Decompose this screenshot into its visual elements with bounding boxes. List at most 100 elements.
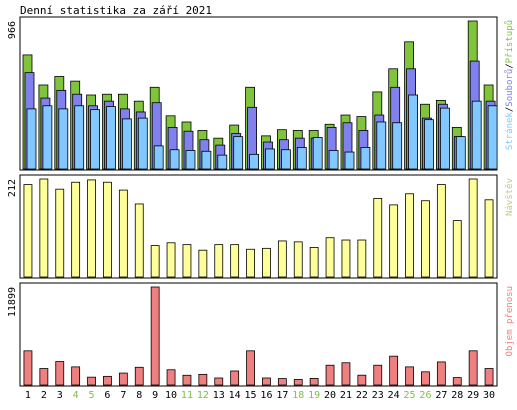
x-tick-label: 25 (404, 390, 416, 401)
legend-item: / (505, 107, 515, 112)
bar-visits-8 (134, 203, 144, 278)
bar-hits-13 (217, 154, 228, 170)
bar-volume-8 (134, 366, 144, 386)
x-tick-label: 23 (372, 390, 384, 401)
bar-visits-5 (87, 179, 96, 278)
chart-title: Denní statistika za září 2021 (20, 4, 212, 17)
bar-volume-24 (389, 355, 399, 386)
bar-visits-3 (55, 188, 65, 278)
y-max-label-visits: 212 (7, 179, 18, 197)
legend-visits: Návštěv (504, 178, 515, 216)
x-tick-label: 27 (435, 390, 447, 401)
bar-volume-30 (484, 368, 494, 386)
bar-hits-7 (122, 118, 132, 170)
bar-visits-10 (166, 242, 176, 278)
y-max-label-hits: 966 (7, 21, 18, 39)
legend-hits: Stránek/Souborů/Přístupů (504, 20, 515, 150)
bar-hits-21 (344, 151, 355, 170)
bar-hits-27 (439, 107, 450, 170)
x-tick-label: 15 (245, 390, 257, 401)
panel-frame-hits (19, 16, 498, 171)
bar-visits-24 (389, 204, 399, 278)
bar-hits-8 (137, 117, 148, 170)
bar-hits-6 (106, 106, 116, 170)
bar-visits-9 (150, 245, 160, 278)
x-tick-label: 6 (104, 390, 110, 401)
bar-hits-2 (42, 105, 53, 170)
x-tick-label: 3 (57, 390, 63, 401)
bar-volume-27 (436, 361, 446, 386)
y-max-label-volume: 11899 (7, 287, 18, 317)
bar-volume-4 (71, 366, 81, 386)
bar-volume-10 (166, 369, 176, 386)
bar-visits-13 (214, 244, 224, 278)
x-tick-label: 4 (73, 390, 79, 401)
bar-hits-19 (312, 136, 323, 170)
bar-hits-10 (169, 149, 180, 170)
bar-visits-22 (357, 239, 367, 278)
bar-hits-14 (233, 136, 244, 170)
x-tick-label: 8 (136, 390, 142, 401)
bar-hits-28 (455, 136, 466, 170)
bar-hits-22 (360, 147, 371, 170)
bar-volume-1 (23, 350, 33, 386)
bar-hits-30 (487, 105, 498, 170)
legend-item: / (505, 63, 515, 68)
bar-visits-18 (293, 241, 303, 278)
x-tick-label: 20 (324, 390, 336, 401)
bar-visits-30 (484, 199, 494, 278)
panel-visits: 212 Návštěv (7, 174, 515, 279)
bar-hits-11 (185, 150, 196, 170)
legend-item: Stránek (505, 112, 515, 151)
bar-hits-17 (280, 149, 291, 170)
x-tick-label: 29 (467, 390, 479, 401)
bar-visits-7 (118, 189, 128, 278)
bar-volume-16 (262, 377, 271, 386)
panel-frame-visits (19, 174, 498, 279)
bar-volume-13 (214, 377, 224, 386)
bar-visits-29 (468, 178, 478, 278)
bar-hits-18 (296, 147, 307, 170)
bar-visits-25 (405, 193, 414, 278)
x-tick-label: 14 (229, 390, 241, 401)
bar-hits-24 (392, 122, 403, 170)
bar-volume-15 (246, 350, 255, 386)
x-tick-label: 30 (483, 390, 495, 401)
bar-volume-21 (341, 362, 351, 386)
bar-volume-22 (357, 374, 367, 386)
x-tick-label: 24 (388, 390, 400, 401)
bar-hits-5 (90, 109, 100, 170)
bar-visits-4 (71, 181, 81, 278)
bar-volume-6 (103, 375, 112, 386)
x-tick-label: 10 (165, 390, 177, 401)
bar-hits-29 (471, 100, 482, 170)
bar-volume-28 (452, 377, 462, 386)
bar-volume-3 (55, 361, 65, 386)
x-tick-label: 12 (197, 390, 209, 401)
x-tick-label: 9 (152, 390, 158, 401)
bar-volume-26 (421, 371, 430, 386)
bar-volume-19 (309, 378, 319, 386)
bar-visits-28 (452, 220, 462, 278)
bar-visits-20 (325, 237, 335, 278)
bar-visits-16 (262, 247, 271, 278)
bar-hits-26 (424, 119, 434, 170)
legend-item: Souborů (504, 69, 515, 107)
bar-hits-16 (265, 148, 275, 170)
x-tick-label: 16 (260, 390, 272, 401)
bar-volume-20 (325, 364, 335, 386)
bar-hits-23 (376, 121, 387, 170)
bar-volume-2 (39, 368, 49, 386)
bar-visits-27 (436, 184, 446, 278)
x-tick-label: 28 (451, 390, 463, 401)
bar-visits-23 (373, 198, 383, 278)
legend-volume: Objem přenosu (505, 286, 515, 356)
bar-visits-1 (23, 184, 33, 278)
bar-hits-4 (74, 105, 85, 170)
x-tick-label: 26 (419, 390, 431, 401)
bar-visits-26 (421, 200, 430, 278)
bar-hits-12 (201, 150, 212, 170)
x-tick-label: 11 (181, 390, 193, 401)
bar-volume-25 (405, 366, 414, 386)
